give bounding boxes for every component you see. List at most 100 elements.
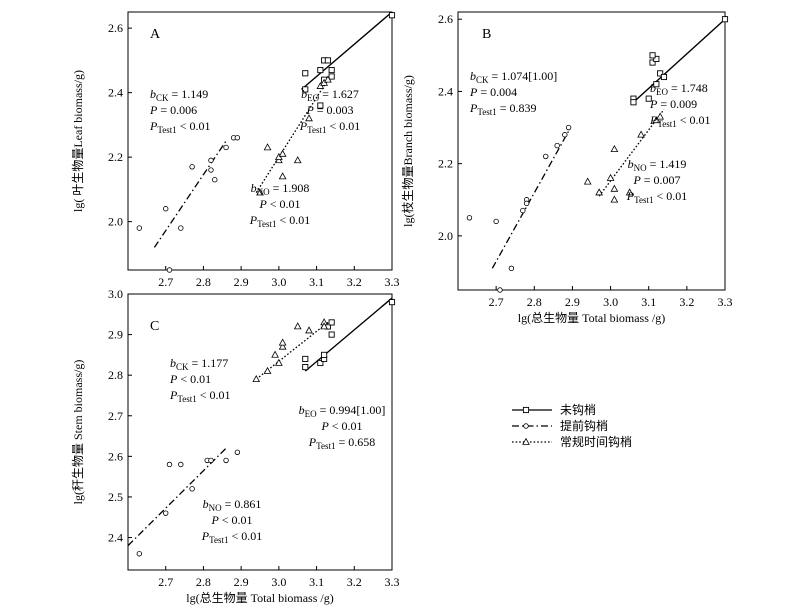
y-tick-label: 2.6 bbox=[108, 21, 123, 35]
stat-line: PTest1 = 0.658 bbox=[308, 435, 376, 451]
data-point bbox=[263, 366, 272, 374]
data-point bbox=[223, 457, 229, 464]
stat-line: PTest1 < 0.01 bbox=[626, 189, 688, 205]
stat-line: P = 0.009 bbox=[649, 97, 697, 111]
stat-line: bEO = 1.627 bbox=[301, 87, 359, 103]
y-tick-label: 2.5 bbox=[108, 490, 123, 504]
x-tick-label: 2.8 bbox=[527, 295, 542, 309]
data-point bbox=[208, 457, 214, 464]
stat-line: bNO = 1.908 bbox=[251, 181, 310, 197]
x-axis-label: lg(总生物量 Total biomass /g) bbox=[186, 591, 333, 605]
data-point bbox=[166, 267, 173, 273]
x-tick-label: 3.1 bbox=[309, 575, 324, 589]
plot-frame bbox=[127, 293, 393, 571]
y-tick-label: 2.4 bbox=[108, 86, 123, 100]
panel-letter: B bbox=[482, 27, 491, 42]
data-point bbox=[520, 207, 526, 214]
x-tick-label: 3.3 bbox=[718, 295, 733, 309]
stat-line: PTest1 < 0.01 bbox=[299, 119, 361, 135]
data-point bbox=[649, 59, 656, 66]
y-tick-label: 2.6 bbox=[108, 449, 123, 463]
y-tick-label: 2.2 bbox=[438, 157, 453, 171]
legend-label: 常规时间钩梢 bbox=[560, 434, 632, 449]
data-point bbox=[508, 265, 515, 272]
series-triangle bbox=[255, 75, 332, 196]
stat-line: PTest1 = 0.839 bbox=[469, 101, 537, 117]
stat-line: P = 0.004 bbox=[469, 85, 517, 99]
data-point bbox=[189, 164, 195, 170]
data-point bbox=[271, 350, 279, 358]
x-axis-label: lg(总生物量 Total biomass /g) bbox=[518, 311, 665, 325]
y-tick-label: 2.4 bbox=[108, 531, 123, 545]
y-tick-label: 2.0 bbox=[438, 229, 453, 243]
x-tick-label: 3.0 bbox=[603, 295, 618, 309]
data-point bbox=[305, 326, 313, 334]
y-tick-label: 2.4 bbox=[438, 84, 453, 98]
data-point bbox=[637, 130, 645, 138]
data-point bbox=[652, 116, 661, 124]
stat-line: PTest1 < 0.01 bbox=[169, 388, 231, 404]
stat-line: bNO = 0.861 bbox=[203, 497, 262, 513]
y-tick-label: 2.2 bbox=[108, 150, 123, 164]
data-point bbox=[208, 167, 214, 173]
data-point bbox=[208, 157, 214, 164]
data-point bbox=[565, 124, 572, 131]
data-point bbox=[554, 142, 560, 149]
stat-line: bEO = 1.748 bbox=[650, 81, 708, 97]
panel-c: 2.7 2.8 2.9 3.0 3.1 3.2 3.3 2.4 2.5 2.6 2.7 2.8 2.9 3… bbox=[71, 287, 400, 605]
x-tick-label: 3.3 bbox=[385, 275, 400, 289]
data-point bbox=[212, 176, 218, 183]
x-tick-label: 3.2 bbox=[347, 575, 362, 589]
y-tick-label: 2.6 bbox=[438, 12, 453, 26]
stat-line: P = 0.003 bbox=[305, 103, 353, 117]
stat-line: PTest1 < 0.01 bbox=[649, 113, 711, 129]
series-triangle bbox=[583, 109, 665, 203]
data-point bbox=[178, 225, 184, 231]
y-axis-label: lg( 叶生物量Leaf biomass/g) bbox=[71, 70, 85, 212]
data-point bbox=[497, 287, 503, 293]
y-tick-label: 3.0 bbox=[108, 287, 123, 301]
data-point bbox=[263, 143, 272, 151]
panel-b: 2.7 2.8 2.9 3.0 3.1 3.2 3.3 2.0 2.2 2.4 2.6 lg(总生物量… bbox=[400, 11, 733, 325]
data-point bbox=[324, 75, 332, 83]
stat-line: PTest1 < 0.01 bbox=[201, 529, 263, 545]
stat-line: P < 0.01 bbox=[320, 419, 362, 433]
data-point bbox=[302, 355, 309, 362]
data-point bbox=[234, 449, 241, 455]
data-point bbox=[388, 299, 396, 306]
data-point bbox=[721, 16, 729, 23]
data-point bbox=[223, 144, 229, 151]
data-point bbox=[136, 225, 143, 231]
fit-line bbox=[255, 79, 329, 193]
data-point bbox=[252, 375, 261, 383]
data-point bbox=[583, 177, 592, 185]
y-tick-label: 2.7 bbox=[108, 409, 123, 423]
data-point bbox=[653, 55, 660, 62]
x-tick-label: 3.2 bbox=[347, 275, 362, 289]
x-tick-label: 2.9 bbox=[234, 275, 249, 289]
y-axis-label: lg(秆生物量 Stem biomass/g) bbox=[71, 360, 85, 505]
data-point bbox=[278, 338, 287, 346]
legend-label: 提前钩梢 bbox=[560, 418, 608, 433]
x-tick-label: 3.1 bbox=[641, 295, 656, 309]
data-point bbox=[328, 66, 335, 74]
data-point bbox=[321, 351, 328, 358]
y-tick-label: 2.0 bbox=[108, 215, 123, 229]
fit-line bbox=[598, 109, 665, 197]
x-tick-label: 3.2 bbox=[679, 295, 694, 309]
fit-line bbox=[632, 18, 726, 103]
fit-line bbox=[127, 447, 227, 547]
data-point bbox=[388, 12, 396, 19]
data-point bbox=[649, 52, 656, 59]
data-point bbox=[320, 322, 328, 330]
data-point bbox=[163, 510, 169, 516]
data-point bbox=[645, 95, 652, 102]
stat-line: PTest1 < 0.01 bbox=[249, 213, 311, 229]
stat-line: PTest1 < 0.01 bbox=[149, 119, 211, 135]
data-point bbox=[595, 188, 604, 196]
data-point bbox=[293, 156, 302, 164]
legend-marker bbox=[522, 406, 530, 414]
